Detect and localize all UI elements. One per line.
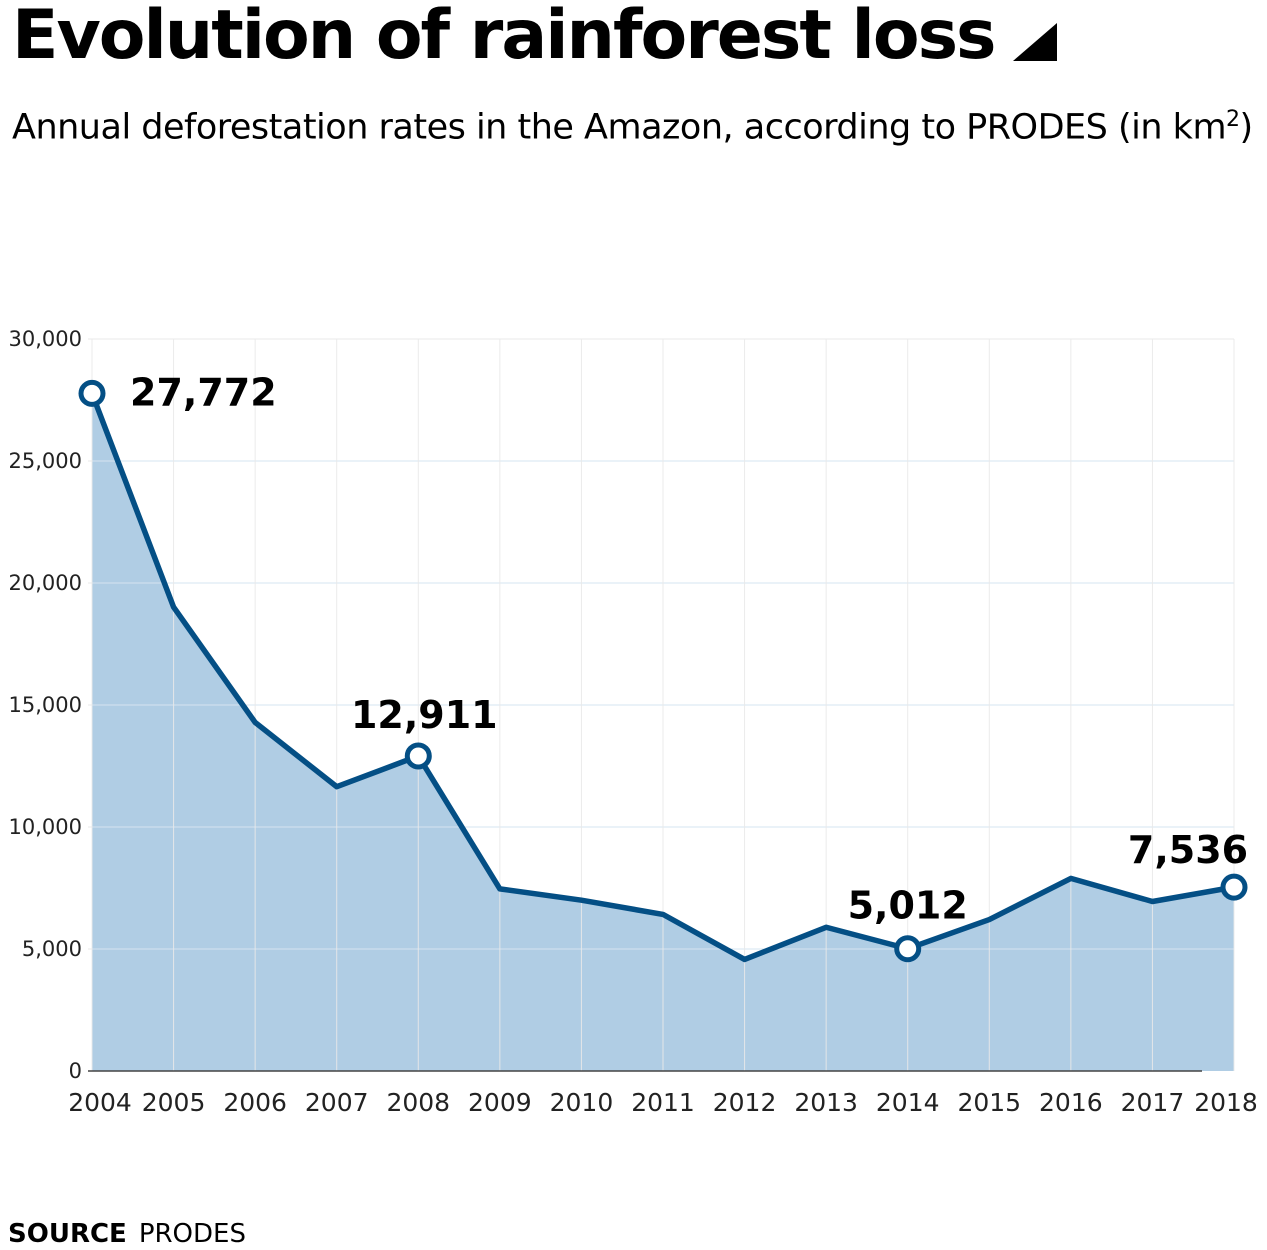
point-marker — [1220, 873, 1248, 901]
source-line: SOURCE PRODES — [8, 1218, 246, 1250]
y-tick-label: 5,000 — [22, 937, 82, 961]
source-value: PRODES — [138, 1219, 246, 1249]
chart-subtitle: Annual deforestation rates in the Amazon… — [12, 98, 1253, 150]
y-tick-label: 25,000 — [9, 449, 82, 473]
x-tick-label: 2017 — [1121, 1088, 1185, 1117]
x-tick-label: 2011 — [631, 1088, 695, 1117]
x-tick-label: 2006 — [223, 1088, 287, 1117]
y-tick-label: 30,000 — [9, 327, 82, 351]
x-tick-label: 2013 — [794, 1088, 858, 1117]
data-label: 27,772 — [130, 370, 277, 414]
point-marker — [894, 935, 922, 963]
area-fill — [92, 393, 1234, 1072]
chart-title: Evolution of rainforest loss — [12, 0, 1057, 79]
y-tick-label: 10,000 — [9, 815, 82, 839]
x-tick-label: 2004 — [68, 1088, 132, 1117]
subtitle-text: Annual deforestation rates in the Amazon… — [12, 107, 1227, 148]
x-tick-label: 2007 — [305, 1088, 369, 1117]
y-tick-label: 15,000 — [9, 693, 82, 717]
x-tick-label: 2014 — [876, 1088, 940, 1117]
data-label: 12,911 — [351, 693, 498, 737]
x-tick-label: 2010 — [550, 1088, 614, 1117]
data-label: 7,536 — [1128, 828, 1248, 872]
series-line — [89, 390, 1237, 963]
x-tick-label: 2018 — [1194, 1088, 1258, 1117]
y-tick-label: 20,000 — [9, 571, 82, 595]
point-marker — [78, 379, 106, 407]
x-tick-label: 2008 — [386, 1088, 450, 1117]
subtitle-end: ) — [1239, 107, 1254, 148]
chart-title-text: Evolution of rainforest loss — [12, 0, 997, 75]
source-label: SOURCE — [8, 1219, 127, 1249]
subtitle-superscript: 2 — [1226, 107, 1240, 132]
y-tick-label: 0 — [69, 1059, 82, 1083]
data-label: 5,012 — [848, 884, 968, 928]
triangle-icon — [1012, 0, 1057, 79]
point-marker — [404, 742, 432, 770]
x-tick-label: 2009 — [468, 1088, 532, 1117]
x-tick-label: 2012 — [713, 1088, 777, 1117]
x-tick-label: 2015 — [957, 1088, 1021, 1117]
x-tick-label: 2016 — [1039, 1088, 1103, 1117]
x-tick-label: 2005 — [142, 1088, 206, 1117]
